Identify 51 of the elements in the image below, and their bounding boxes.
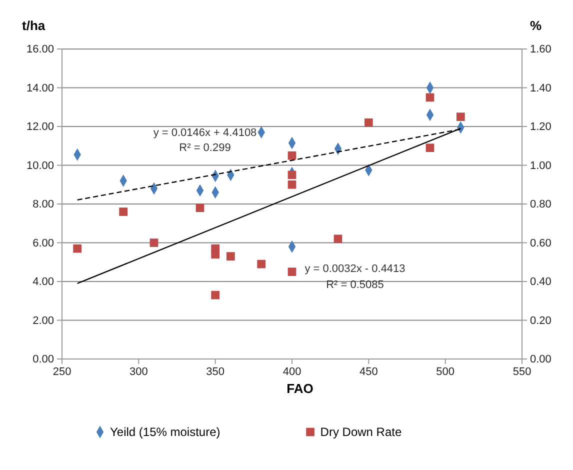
y2-tick-label: 1.20: [530, 121, 552, 134]
y-tick-label: 14.00: [26, 82, 54, 94]
y2-tick-label: 0.60: [530, 237, 552, 250]
point: [73, 244, 82, 253]
annotation: R² = 0.5085: [326, 279, 384, 291]
point: [426, 144, 434, 152]
x-axis-title: FAO: [286, 381, 314, 396]
y2-tick-label: 1.40: [530, 82, 552, 94]
point: [288, 151, 296, 160]
x-tick-label: 350: [206, 366, 225, 378]
y-tick-label: 2.00: [32, 314, 54, 327]
annotation: y = 0.0032x - 0.4413: [304, 263, 406, 275]
point: [150, 238, 158, 247]
point: [426, 93, 434, 102]
y2-tick-label: 0.00: [530, 354, 552, 366]
point: [288, 268, 296, 276]
point: [119, 208, 128, 216]
y-tick-label: 10.00: [26, 160, 54, 172]
point: [211, 250, 220, 259]
x-tick-label: 300: [129, 366, 148, 378]
point: [334, 234, 342, 244]
y2-tick-label: 0.80: [530, 198, 552, 211]
point: [288, 170, 296, 180]
point: [364, 118, 373, 127]
y2-tick-label: 0.40: [530, 276, 552, 288]
y-tick-label: 6.00: [32, 237, 54, 250]
y-tick-label: 4.00: [32, 276, 54, 288]
point: [226, 252, 235, 260]
y-axis-title: t/ha: [22, 18, 46, 33]
point: [288, 180, 296, 189]
y2-tick-label: 1.60: [530, 44, 552, 56]
y2-tick-label: 0.20: [530, 314, 552, 327]
y2-axis-title: %: [530, 18, 542, 33]
annotation: y = 0.0146x + 4.4108: [153, 127, 257, 139]
legend-label: Yeild (15% moisture): [110, 425, 220, 439]
x-tick-label: 250: [52, 366, 72, 378]
y-tick-label: 8.00: [32, 198, 54, 211]
annotation: R² = 0.299: [179, 142, 231, 154]
x-tick-label: 550: [512, 366, 532, 378]
x-tick-label: 500: [436, 366, 455, 378]
legend-label: Dry Down Rate: [320, 425, 402, 439]
y-tick-label: 0.00: [32, 354, 54, 366]
point: [196, 204, 204, 212]
point: [456, 112, 465, 121]
x-tick-label: 400: [282, 366, 302, 378]
x-tick-label: 450: [359, 366, 378, 378]
point: [257, 260, 266, 268]
y2-tick-label: 1.00: [530, 160, 552, 172]
point: [211, 290, 220, 300]
y-tick-label: 16.00: [26, 44, 54, 56]
y-tick-label: 12.00: [26, 121, 54, 134]
